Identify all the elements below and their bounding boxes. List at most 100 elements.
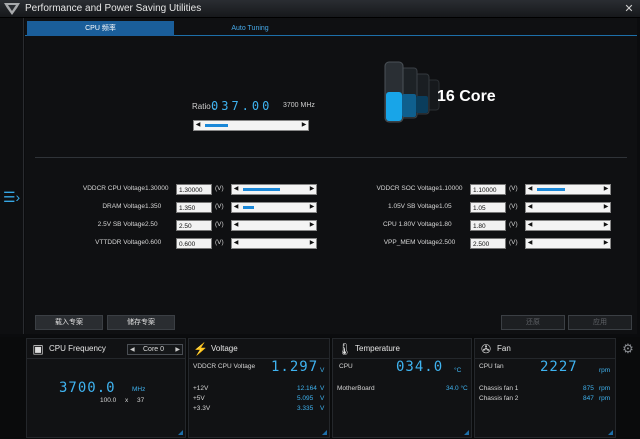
voltage-label: VPP_MEM Voltage: [383, 239, 439, 246]
save-profile-button[interactable]: 储存专案: [107, 315, 175, 330]
slider-right-arrow-icon[interactable]: ▶: [603, 204, 609, 210]
voltage-rail-unit: V: [320, 405, 325, 412]
lightning-icon: ⚡: [193, 342, 208, 356]
cpu-fan-unit: rpm: [599, 367, 611, 374]
gear-icon[interactable]: ⚙: [622, 341, 634, 356]
core-select-left-icon[interactable]: ◀: [130, 347, 135, 353]
slider-left-arrow-icon[interactable]: ◀: [233, 204, 239, 210]
multiply-sign: x: [125, 397, 129, 404]
voltage-panel[interactable]: ⚡ Voltage VDDCR CPU Voltage 1.297 V +12V…: [188, 338, 330, 438]
voltage-rail-label: +12V: [193, 385, 209, 392]
voltage-rail-value: 3.335: [297, 405, 314, 412]
main-panel: CPU 频率 Auto Tuning Ratio : 037.00 3700 M…: [25, 18, 637, 334]
expand-corner-icon[interactable]: [464, 430, 469, 435]
core-select-right-icon[interactable]: ▶: [175, 347, 180, 353]
voltage-label: 1.05V SB Voltage: [388, 203, 439, 210]
slider-right-arrow-icon[interactable]: ▶: [309, 240, 315, 246]
cpu-fan-label: CPU fan: [479, 363, 504, 370]
ratio-label: Ratio :: [192, 102, 216, 111]
slider-fill: [537, 188, 565, 191]
cpu-frequency-unit: MHz: [132, 386, 146, 393]
voltage-input[interactable]: 1.30000: [176, 184, 212, 195]
slider-left-arrow-icon[interactable]: ◀: [527, 240, 533, 246]
voltage-row: DRAM Voltage 1.350 1.350 (V) ◀ ▶: [25, 202, 325, 213]
cpu-chip-icon: ▣: [32, 342, 44, 356]
fan-panel[interactable]: ✇ Fan CPU fan 2227 rpm Chassis fan 1 875 r…: [474, 338, 616, 438]
ratio-slider[interactable]: ◀ ▶: [193, 120, 309, 131]
voltage-row: VDDCR CPU Voltage 1.30000 1.30000 (V) ◀ ▶: [25, 184, 325, 195]
voltage-unit: (V): [215, 239, 224, 246]
slider-left-arrow-icon[interactable]: ◀: [233, 240, 239, 246]
voltage-slider[interactable]: ◀ ▶: [525, 238, 611, 249]
slider-left-arrow-icon[interactable]: ◀: [527, 204, 533, 210]
voltage-unit: (V): [509, 221, 518, 228]
tuf-logo-icon: [4, 3, 20, 15]
slider-right-arrow-icon[interactable]: ▶: [603, 222, 609, 228]
voltage-input[interactable]: 1.05: [470, 202, 506, 213]
slider-right-arrow-icon[interactable]: ▶: [309, 186, 315, 192]
fan-icon: ✇: [480, 342, 492, 356]
menu-expand-icon[interactable]: ☰›: [3, 189, 21, 205]
voltage-slider[interactable]: ◀ ▶: [231, 238, 317, 249]
voltage-rail-value: 12.164: [297, 385, 317, 392]
voltage-slider[interactable]: ◀ ▶: [231, 184, 317, 195]
voltage-row: VTTDDR Voltage 0.600 0.600 (V) ◀ ▶: [25, 238, 325, 249]
slider-right-arrow-icon[interactable]: ▶: [309, 204, 315, 210]
slider-left-arrow-icon[interactable]: ◀: [527, 222, 533, 228]
voltage-row: CPU 1.80V Voltage 1.80 1.80 (V) ◀ ▶: [319, 220, 619, 231]
slider-left-arrow-icon[interactable]: ◀: [195, 122, 201, 128]
voltage-default-value: 1.30000: [145, 185, 169, 192]
voltage-input[interactable]: 2.500: [470, 238, 506, 249]
voltage-label: DRAM Voltage: [102, 203, 145, 210]
slider-right-arrow-icon[interactable]: ▶: [301, 122, 307, 128]
slider-right-arrow-icon[interactable]: ▶: [309, 222, 315, 228]
bottom-toolbar: 载入专案 储存专案 还原 应用: [25, 313, 637, 333]
slider-right-arrow-icon[interactable]: ▶: [603, 186, 609, 192]
slider-left-arrow-icon[interactable]: ◀: [527, 186, 533, 192]
core-select-value: Core 0: [143, 346, 165, 353]
cpu-frequency-title: CPU Frequency: [49, 344, 106, 353]
voltage-title: Voltage: [211, 344, 238, 353]
voltage-slider[interactable]: ◀ ▶: [525, 202, 611, 213]
close-icon[interactable]: ✕: [624, 3, 634, 15]
voltage-slider[interactable]: ◀ ▶: [525, 220, 611, 231]
fan-title: Fan: [497, 344, 511, 353]
thermometer-icon: 🌡: [337, 342, 353, 356]
voltage-rail-value: 5.095: [297, 395, 314, 402]
voltage-input[interactable]: 0.600: [176, 238, 212, 249]
slider-left-arrow-icon[interactable]: ◀: [233, 186, 239, 192]
apply-button[interactable]: 应用: [568, 315, 632, 330]
voltage-slider[interactable]: ◀ ▶: [525, 184, 611, 195]
slider-right-arrow-icon[interactable]: ▶: [603, 240, 609, 246]
cpu-temp-unit: °C: [454, 367, 462, 374]
slider-fill: [243, 188, 280, 191]
voltage-input[interactable]: 2.50: [176, 220, 212, 231]
cpu-frequency-panel[interactable]: ▣ CPU Frequency ◀ Core 0 ▶ 3700.0 MHz 10…: [26, 338, 186, 438]
ratio-mhz: 3700 MHz: [283, 102, 315, 109]
voltage-slider[interactable]: ◀ ▶: [231, 202, 317, 213]
core-select[interactable]: ◀ Core 0 ▶: [127, 344, 183, 355]
temperature-panel[interactable]: 🌡 Temperature CPU 034.0 °C MotherBoard 3…: [332, 338, 472, 438]
expand-corner-icon[interactable]: [178, 430, 183, 435]
tab-cpu-frequency[interactable]: CPU 频率: [27, 21, 174, 36]
voltage-input[interactable]: 1.80: [470, 220, 506, 231]
status-bar: ▣ CPU Frequency ◀ Core 0 ▶ 3700.0 MHz 10…: [0, 337, 640, 439]
left-rail: ☰›: [0, 18, 24, 334]
voltage-input[interactable]: 1.350: [176, 202, 212, 213]
expand-corner-icon[interactable]: [608, 430, 613, 435]
load-profile-button[interactable]: 载入专案: [35, 315, 103, 330]
voltage-row: 1.05V SB Voltage 1.05 1.05 (V) ◀ ▶: [319, 202, 619, 213]
voltage-slider[interactable]: ◀ ▶: [231, 220, 317, 231]
voltage-row: VDDCR SOC Voltage 1.10000 1.10000 (V) ◀ ▶: [319, 184, 619, 195]
voltage-input[interactable]: 1.10000: [470, 184, 506, 195]
voltage-default-value: 1.10000: [439, 185, 463, 192]
tab-auto-tuning[interactable]: Auto Tuning: [231, 25, 269, 32]
vddcr-cpu-value: 1.297: [271, 359, 319, 375]
expand-corner-icon[interactable]: [322, 430, 327, 435]
voltage-label: VDDCR SOC Voltage: [376, 185, 440, 192]
temperature-title: Temperature: [355, 344, 400, 353]
undo-button[interactable]: 还原: [501, 315, 565, 330]
voltage-row: 2.5V SB Voltage 2.50 2.50 (V) ◀ ▶: [25, 220, 325, 231]
slider-left-arrow-icon[interactable]: ◀: [233, 222, 239, 228]
chassis-fan-value: 847: [583, 395, 594, 402]
